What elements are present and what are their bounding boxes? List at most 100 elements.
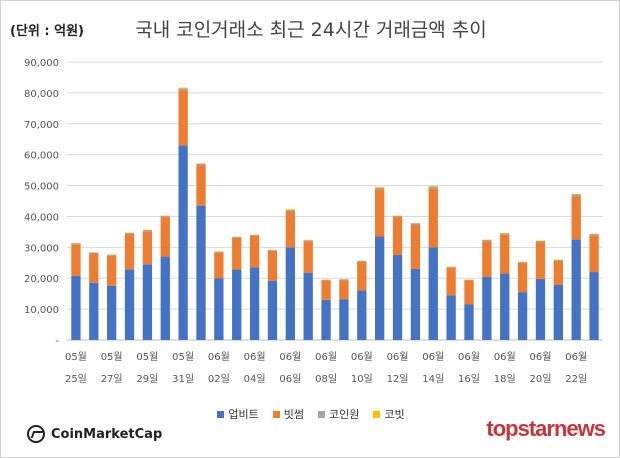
- bar-segment: [392, 215, 403, 218]
- bar-segment: [482, 241, 492, 277]
- y-tick-label: 30,000: [24, 243, 59, 254]
- bar-segment: [571, 193, 581, 195]
- chart-legend: 업비트 빗썸 코인원 코빗: [1, 406, 620, 422]
- bar-segment: [571, 194, 581, 197]
- bar-segment: [71, 275, 81, 340]
- bar-segment: [124, 269, 135, 340]
- legend-swatch: [272, 410, 280, 418]
- bar-segment: [410, 224, 421, 269]
- x-tick-label-month: 06월: [351, 351, 373, 363]
- bar-segment: [178, 87, 188, 89]
- bar-segment: [500, 234, 510, 274]
- bar-segment: [142, 230, 153, 232]
- bar-segment: [232, 269, 242, 340]
- x-tick-label-day: 08일: [315, 373, 337, 385]
- bar-segment: [142, 231, 153, 265]
- bar-segment: [321, 279, 331, 281]
- bar-segment: [89, 282, 99, 340]
- legend-item: 빗썸: [272, 406, 304, 422]
- x-tick-label-day: 18일: [494, 373, 516, 385]
- x-tick-label-month: 05월: [65, 351, 87, 363]
- bar-segment: [71, 243, 81, 245]
- x-tick-label-day: 27일: [101, 373, 123, 385]
- legend-swatch: [217, 410, 225, 418]
- bar-segment: [517, 292, 528, 340]
- bar-segment: [267, 280, 278, 340]
- x-tick-label-month: 06월: [315, 351, 337, 363]
- coinmarketcap-icon: [27, 425, 45, 443]
- x-tick-label-month: 06월: [529, 351, 551, 363]
- y-tick-label: 50,000: [24, 182, 59, 193]
- bar-segment: [285, 209, 295, 211]
- bar-segment: [124, 232, 135, 235]
- bar-segment: [500, 273, 510, 340]
- bar-segment: [142, 264, 153, 340]
- x-tick-label-month: 06월: [458, 351, 480, 363]
- bar-segment: [392, 217, 403, 256]
- bar-segment: [428, 188, 438, 248]
- bar-segment: [285, 210, 295, 248]
- x-tick-label-day: 29일: [136, 373, 158, 385]
- y-tick-label: 90,000: [24, 58, 59, 69]
- bar-segment: [375, 189, 385, 237]
- chart-title: 국내 코인거래소 최근 24시간 거래금액 추이: [135, 19, 487, 41]
- x-tick-label-day: 06일: [279, 373, 301, 385]
- x-tick-label-day: 22일: [565, 373, 587, 385]
- bar-segment: [375, 187, 385, 188]
- bar-segment: [267, 251, 278, 281]
- bar-segment: [232, 237, 242, 270]
- bar-segment: [589, 235, 599, 273]
- bar-segment: [196, 205, 206, 340]
- bar-segment: [339, 299, 349, 340]
- bar-segment: [107, 285, 117, 340]
- bar-segment: [249, 234, 260, 236]
- y-tick-label: 70,000: [24, 120, 59, 131]
- x-tick-label-month: 06월: [208, 351, 230, 363]
- bar-segment: [339, 279, 349, 281]
- bar-segment: [107, 254, 117, 256]
- bar-segment: [71, 244, 81, 276]
- x-tick-label-month: 06월: [244, 351, 266, 363]
- x-tick-label-day: 31일: [172, 373, 194, 385]
- legend-label: 빗썸: [283, 408, 304, 421]
- stacked-bar-chart: - 10,000 20,000 30,000 40,000 50,000 60,000 70,…: [24, 58, 603, 385]
- bar-segment: [178, 88, 188, 91]
- x-tick-label-month: 06월: [387, 351, 409, 363]
- bar-segment: [249, 235, 260, 268]
- bar-segment: [214, 251, 224, 253]
- bar-segment: [517, 262, 528, 293]
- bar-segment: [357, 260, 367, 262]
- bar-segment: [160, 256, 170, 340]
- bar-segment: [178, 90, 188, 146]
- x-tick-label-day: 02일: [208, 373, 230, 385]
- bar-segment: [410, 268, 421, 340]
- bar-segment: [124, 234, 135, 270]
- bar-segment: [321, 299, 331, 340]
- bar-segment: [410, 223, 421, 225]
- coinmarketcap-logo: CoinMarketCap: [27, 425, 162, 443]
- x-tick-label-day: 16일: [458, 373, 480, 385]
- x-tick-label-month: 05월: [136, 351, 158, 363]
- bar-segment: [428, 247, 438, 340]
- legend-item: 코빗: [373, 406, 405, 422]
- y-tick-label: 10,000: [24, 305, 59, 316]
- y-tick-label: -: [55, 336, 59, 347]
- bar-segment: [589, 234, 599, 236]
- bar-segment: [446, 267, 456, 296]
- y-tick-label: 20,000: [24, 274, 59, 285]
- bar-segment: [196, 163, 206, 166]
- bar-segment: [517, 261, 528, 263]
- bar-segment: [464, 280, 474, 305]
- bar-segment: [303, 272, 313, 340]
- x-tick-label-month: 06월: [422, 351, 444, 363]
- bar-segment: [571, 239, 581, 340]
- bar-segment: [392, 255, 403, 340]
- bar-segment: [357, 261, 367, 291]
- legend-swatch: [318, 410, 325, 418]
- bar-segment: [339, 280, 349, 300]
- bar-segment: [160, 215, 170, 218]
- bar-segment: [571, 196, 581, 240]
- legend-swatch: [373, 410, 381, 418]
- x-tick-label-month: 06월: [494, 351, 516, 363]
